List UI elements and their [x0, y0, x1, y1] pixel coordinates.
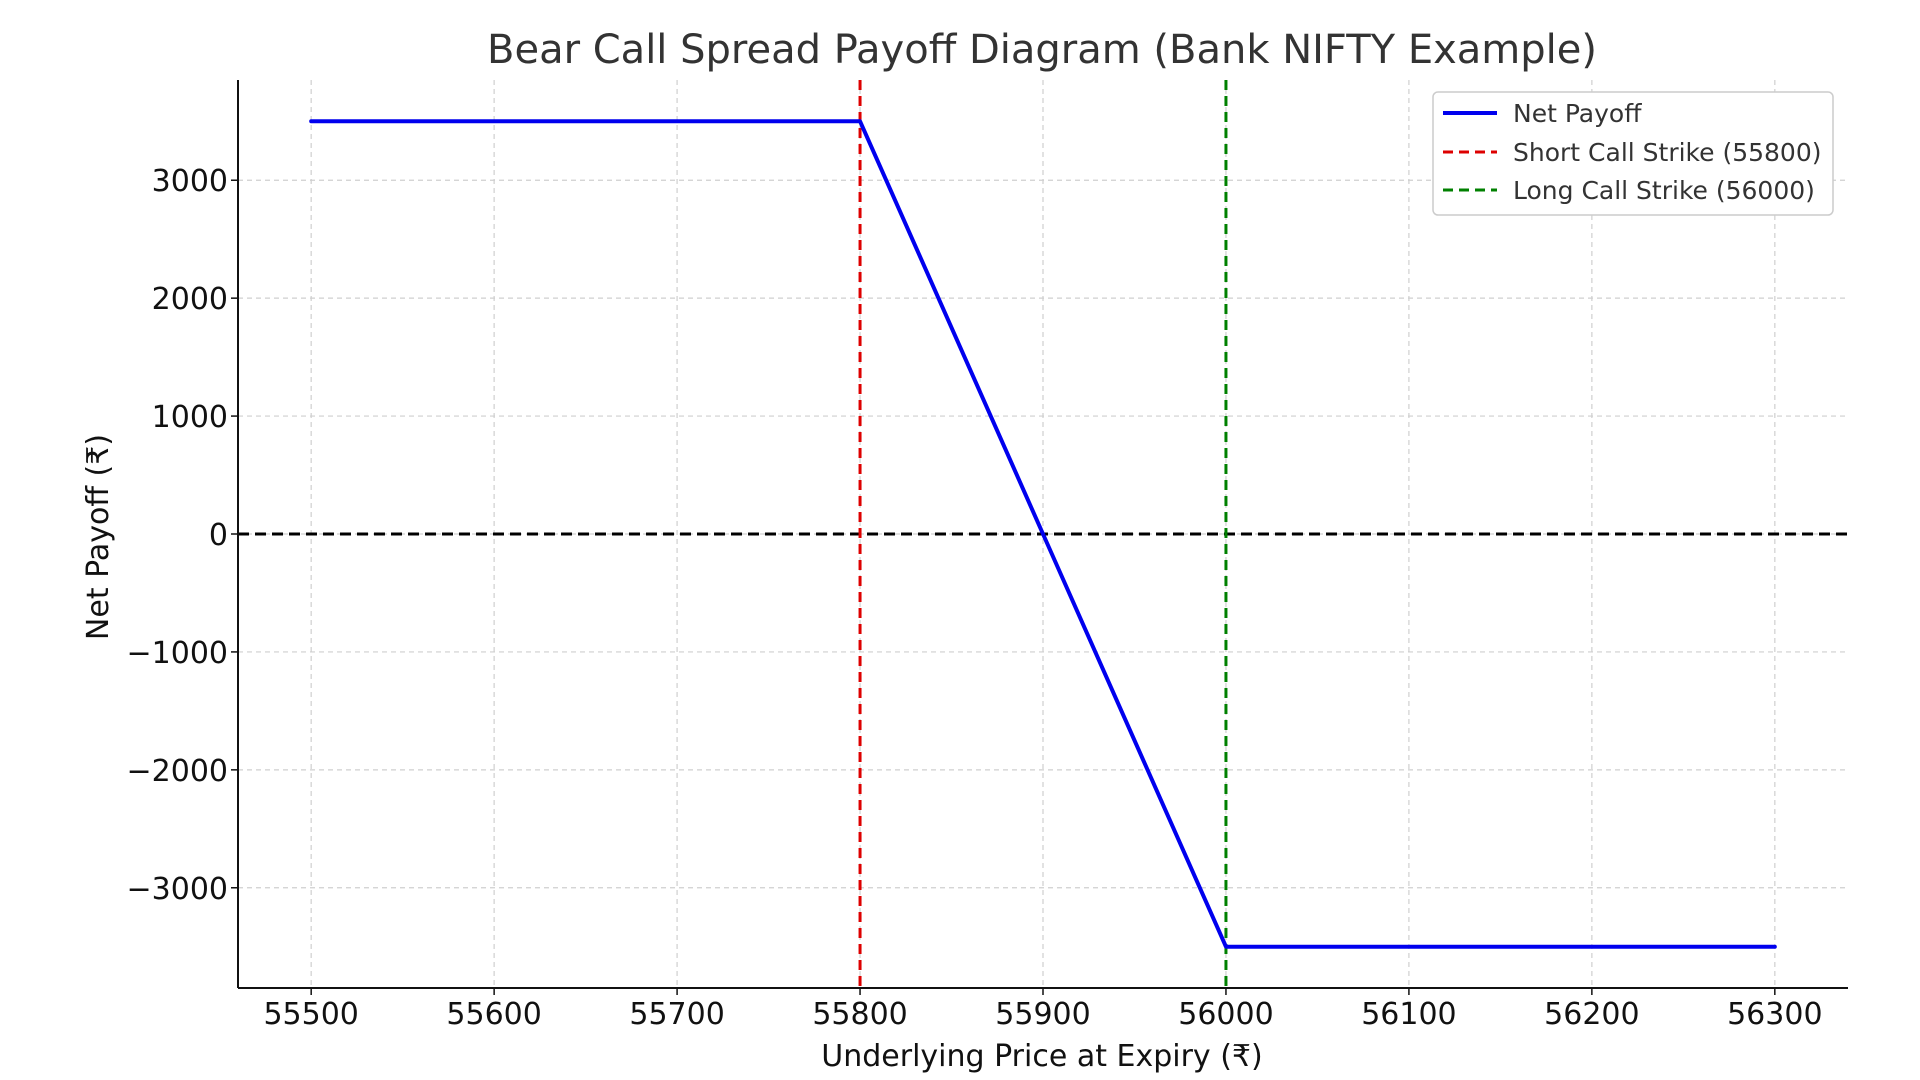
- y-tick-label: 3000: [152, 164, 228, 199]
- y-tick-label: 0: [209, 518, 228, 553]
- x-tick-label: 55700: [629, 997, 724, 1032]
- x-tick-label: 55500: [263, 997, 358, 1032]
- x-tick-label: 56000: [1178, 997, 1273, 1032]
- x-tick-label: 55900: [995, 997, 1090, 1032]
- y-axis-label: Net Payoff (₹): [81, 434, 116, 640]
- y-tick-label: −1000: [127, 636, 228, 671]
- y-tick-label: 1000: [152, 400, 228, 435]
- legend: Net Payoff Short Call Strike (55800) Lon…: [1432, 91, 1834, 216]
- legend-box: [1432, 91, 1834, 216]
- legend-label-long-call-strike: Long Call Strike (56000): [1513, 176, 1815, 205]
- axes: [231, 80, 1848, 995]
- tick-labels: 55500 55600 55700 55800 55900 56000 56100 56200…: [127, 164, 1823, 1032]
- y-tick-label: 2000: [152, 282, 228, 317]
- legend-label-net-payoff: Net Payoff: [1513, 99, 1642, 128]
- x-tick-label: 55800: [812, 997, 907, 1032]
- chart-title: Bear Call Spread Payoff Diagram (Bank NI…: [487, 27, 1597, 73]
- series-lines: [309, 119, 1777, 949]
- x-axis-label: Underlying Price at Expiry (₹): [821, 1039, 1262, 1074]
- net-payoff-line: [309, 119, 1777, 949]
- legend-label-short-call-strike: Short Call Strike (55800): [1513, 138, 1822, 167]
- x-tick-label: 56300: [1727, 997, 1822, 1032]
- y-tick-label: −2000: [127, 754, 228, 789]
- x-tick-label: 56200: [1544, 997, 1639, 1032]
- y-tick-label: −3000: [127, 872, 228, 907]
- x-tick-label: 55600: [446, 997, 541, 1032]
- x-tick-label: 56100: [1361, 997, 1456, 1032]
